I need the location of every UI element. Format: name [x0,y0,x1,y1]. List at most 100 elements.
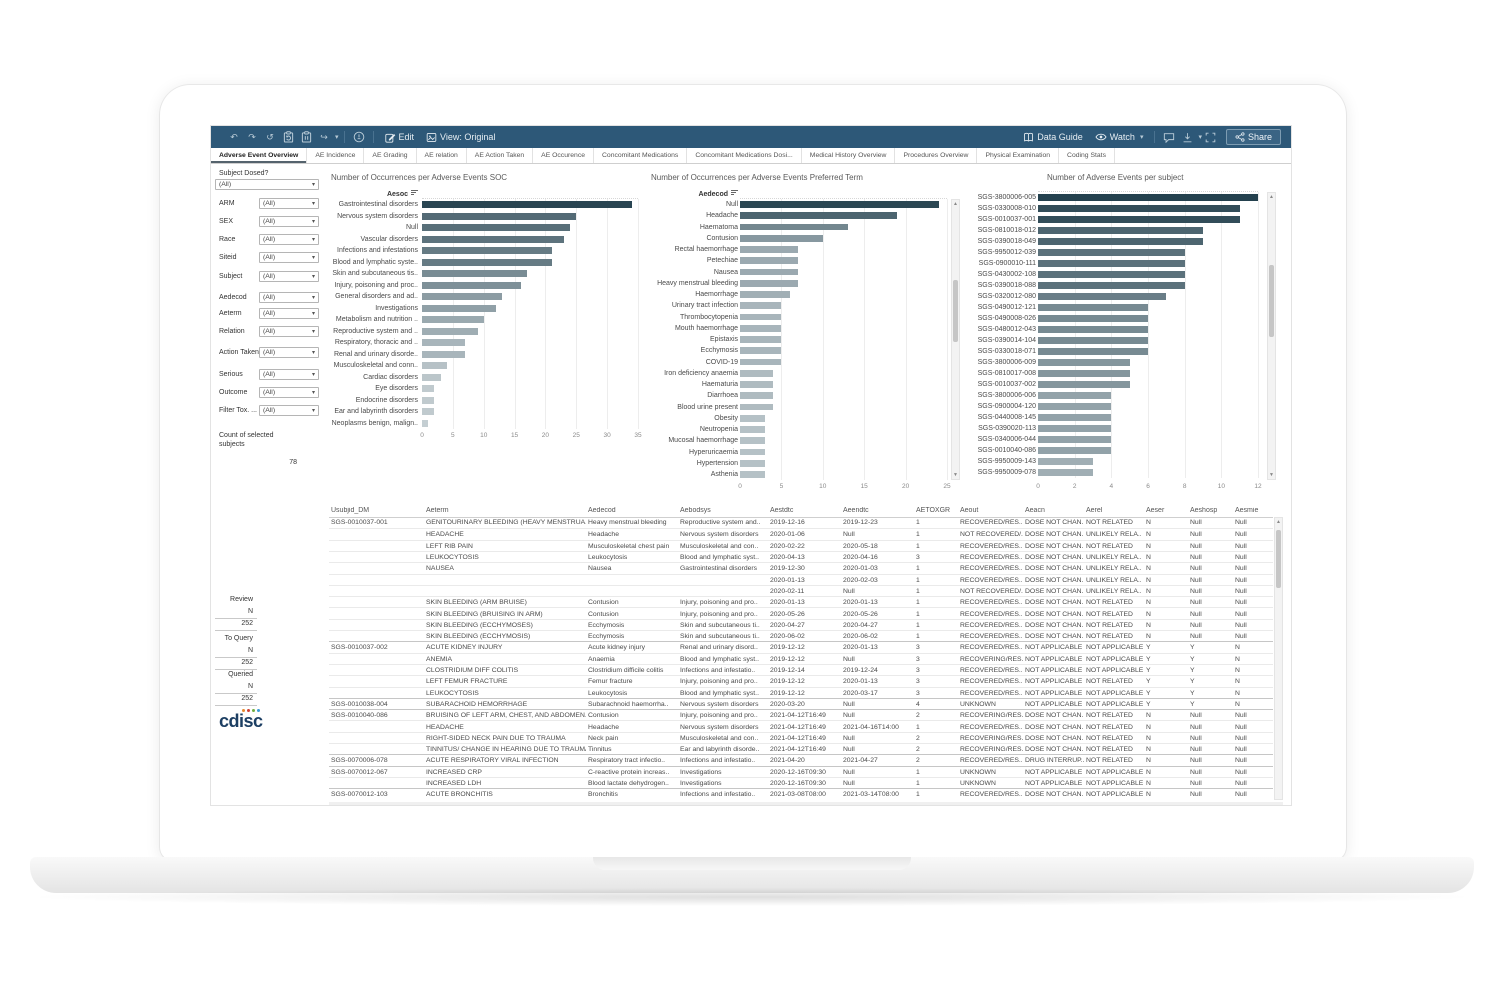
table-row[interactable]: SGS-0070012-103 ACUTE BRONCHITIS Bronchiti… [329,788,1273,800]
filter-select-arm[interactable]: (All) ▾ [259,198,319,209]
column-header-aeout[interactable]: Aeout [960,507,979,514]
filter-select-subject[interactable]: (All) ▾ [259,271,319,282]
chart-3-bar[interactable] [1038,326,1148,333]
chart-3-bar[interactable] [1038,447,1112,454]
column-header-aeser[interactable]: Aeser [1146,507,1165,514]
chart-3-bar[interactable] [1038,425,1112,432]
sort-icon[interactable] [731,190,738,196]
chart-2-bar[interactable] [740,459,765,467]
chart-2-bar[interactable] [740,358,782,366]
view-original-button[interactable]: View: Original [426,132,495,143]
alerts-icon[interactable] [350,129,368,145]
chart-2-bar[interactable] [740,347,782,354]
filter-select-filter-tox[interactable]: (All) ▾ [259,405,319,416]
chart-2-bar[interactable] [740,291,790,298]
tab-concomitant-medications-dosi[interactable]: Concomitant Medications Dosi... [687,148,802,163]
share-button[interactable]: Share [1225,129,1281,145]
chart-1-bar[interactable] [422,419,429,427]
table-row[interactable]: SGS-0070006-078 ACUTE RESPIRATORY VIRAL I… [329,754,1273,766]
chart-1-bar[interactable] [422,316,484,323]
table-row[interactable]: LEFT FEMUR FRACTURE Femur fracture Injury,… [329,675,1273,687]
scroll-up-icon[interactable]: ▲ [1269,194,1274,200]
scroll-thumb[interactable] [1276,530,1281,588]
chart-2-bar[interactable] [740,471,765,478]
table-row[interactable]: SGS-0010040-086 BRUISING OF LEFT ARM, CHE… [329,709,1273,721]
chart-2-bar[interactable] [740,336,782,343]
table-row[interactable]: SGS-0010037-001 GENITOURINARY BLEEDING (H… [329,517,1273,528]
tab-concomitant-medications[interactable]: Concomitant Medications [594,148,688,163]
chart-2-bar[interactable] [740,302,782,309]
chart-2-bar[interactable] [740,392,774,399]
chart-3-bar[interactable] [1038,414,1112,421]
tab-ae-action-taken[interactable]: AE Action Taken [466,148,534,163]
chart-1-bar[interactable] [422,270,527,277]
scroll-up-icon[interactable]: ▲ [953,201,958,207]
chart-3-bar[interactable] [1038,392,1112,399]
tab-ae-incidence[interactable]: AE Incidence [307,148,365,163]
chart-1-bar[interactable] [422,327,478,335]
chart-2-bar[interactable] [740,246,798,253]
chart-3-bar[interactable] [1038,205,1240,212]
chart-1-bar[interactable] [422,339,466,346]
filter-select-aeterm[interactable]: (All) ▾ [259,308,319,319]
table-hscroll-track[interactable] [329,801,1283,805]
filter-select-outcome[interactable]: (All) ▾ [259,387,319,398]
chart-3-bar[interactable] [1038,293,1167,300]
scroll-down-icon[interactable]: ▼ [1269,472,1274,478]
download-caret-icon[interactable]: ▾ [1198,134,1202,141]
table-row[interactable]: INCREASED LDH Blood lactate dehydrogen.. I… [329,776,1273,789]
chart-3-bar[interactable] [1038,194,1258,201]
edit-button[interactable]: Edit [384,132,414,143]
table-row[interactable]: SGS-0010037-002 ACUTE KIDNEY INJURY Acute … [329,641,1273,653]
chart-3-bar[interactable] [1038,238,1203,245]
chart-2-bar[interactable] [740,212,898,219]
column-header-aebodsys[interactable]: Aebodsys [680,507,711,514]
redo-icon[interactable]: ↷ [248,131,256,142]
chart-3-scrollbar[interactable]: ▲ ▼ [1267,192,1276,480]
chart-2-bar[interactable] [740,437,765,444]
chart-2-bar[interactable] [740,268,798,276]
column-header-aestdtc[interactable]: Aestdtc [770,507,794,514]
chart-1-bar[interactable] [422,385,435,392]
chart-2-bar[interactable] [740,381,774,388]
forward-icon[interactable]: ↪ [320,131,328,142]
chart-3-bar[interactable] [1038,370,1130,377]
table-row[interactable]: SGS-0010038-004 SUBARACHOID HEMORRHAGE Sub… [329,697,1273,710]
filter-select-aedecod[interactable]: (All) ▾ [259,292,319,303]
tab-ae-relation[interactable]: AE relation [416,148,467,163]
forward-caret-icon[interactable]: ▾ [335,134,339,141]
chart-3-bar[interactable] [1038,469,1093,476]
scroll-thumb[interactable] [1269,265,1274,337]
table-row[interactable]: LEUKOCYTOSIS Leukocytosis Blood and lympha… [329,550,1273,563]
chart-2-bar[interactable] [740,414,765,422]
table-row[interactable]: CLOSTRIDIUM DIFF COLITIS Clostridium diff… [329,663,1273,676]
download-icon[interactable] [1178,129,1196,145]
chart-2-bar[interactable] [740,313,782,321]
chart-1-bar[interactable] [422,224,571,231]
table-row[interactable]: RIGHT-SIDED NECK PAIN DUE TO TRAUMA Neck … [329,731,1273,744]
tab-procedures-overview[interactable]: Procedures Overview [895,148,978,163]
undo-icon[interactable]: ↶ [230,131,238,142]
table-row[interactable]: SKIN BLEEDING (ECCHYMOSIS) Ecchymosis Skin… [329,630,1273,642]
column-header-aeacn[interactable]: Aeacn [1025,507,1045,514]
chart-3-bar[interactable] [1038,249,1185,256]
watch-button[interactable]: Watch ▾ [1095,132,1143,142]
tab-medical-history-overview[interactable]: Medical History Overview [801,148,896,163]
table-row[interactable]: ANEMIA Anaemia Blood and lymphatic syst.. 2… [329,652,1273,665]
chart-2-bar[interactable] [740,201,939,208]
chart-3-bar[interactable] [1038,227,1203,234]
chart-1-sort-header[interactable]: Aesoc [306,190,418,198]
chart-3-bar[interactable] [1038,304,1148,311]
chart-3-bar[interactable] [1038,260,1185,267]
filter-select-serious[interactable]: (All) ▾ [259,369,319,380]
tab-coding-stats[interactable]: Coding Stats [1059,148,1115,163]
table-row[interactable]: SGS-0070012-067 INCREASED CRP C-reactive p… [329,765,1273,778]
revert-icon[interactable]: ↺ [266,131,274,142]
table-row[interactable]: NAUSEA Nausea Gastrointestinal disorders 20… [329,562,1273,574]
column-header-aeshosp[interactable]: Aeshosp [1190,507,1218,514]
chart-2-bar[interactable] [740,279,798,287]
fullscreen-icon[interactable] [1202,129,1220,145]
chart-2-bar[interactable] [740,234,823,242]
chart-1-bar[interactable] [422,258,552,266]
table-scrollbar[interactable]: ▲ [1274,517,1283,800]
